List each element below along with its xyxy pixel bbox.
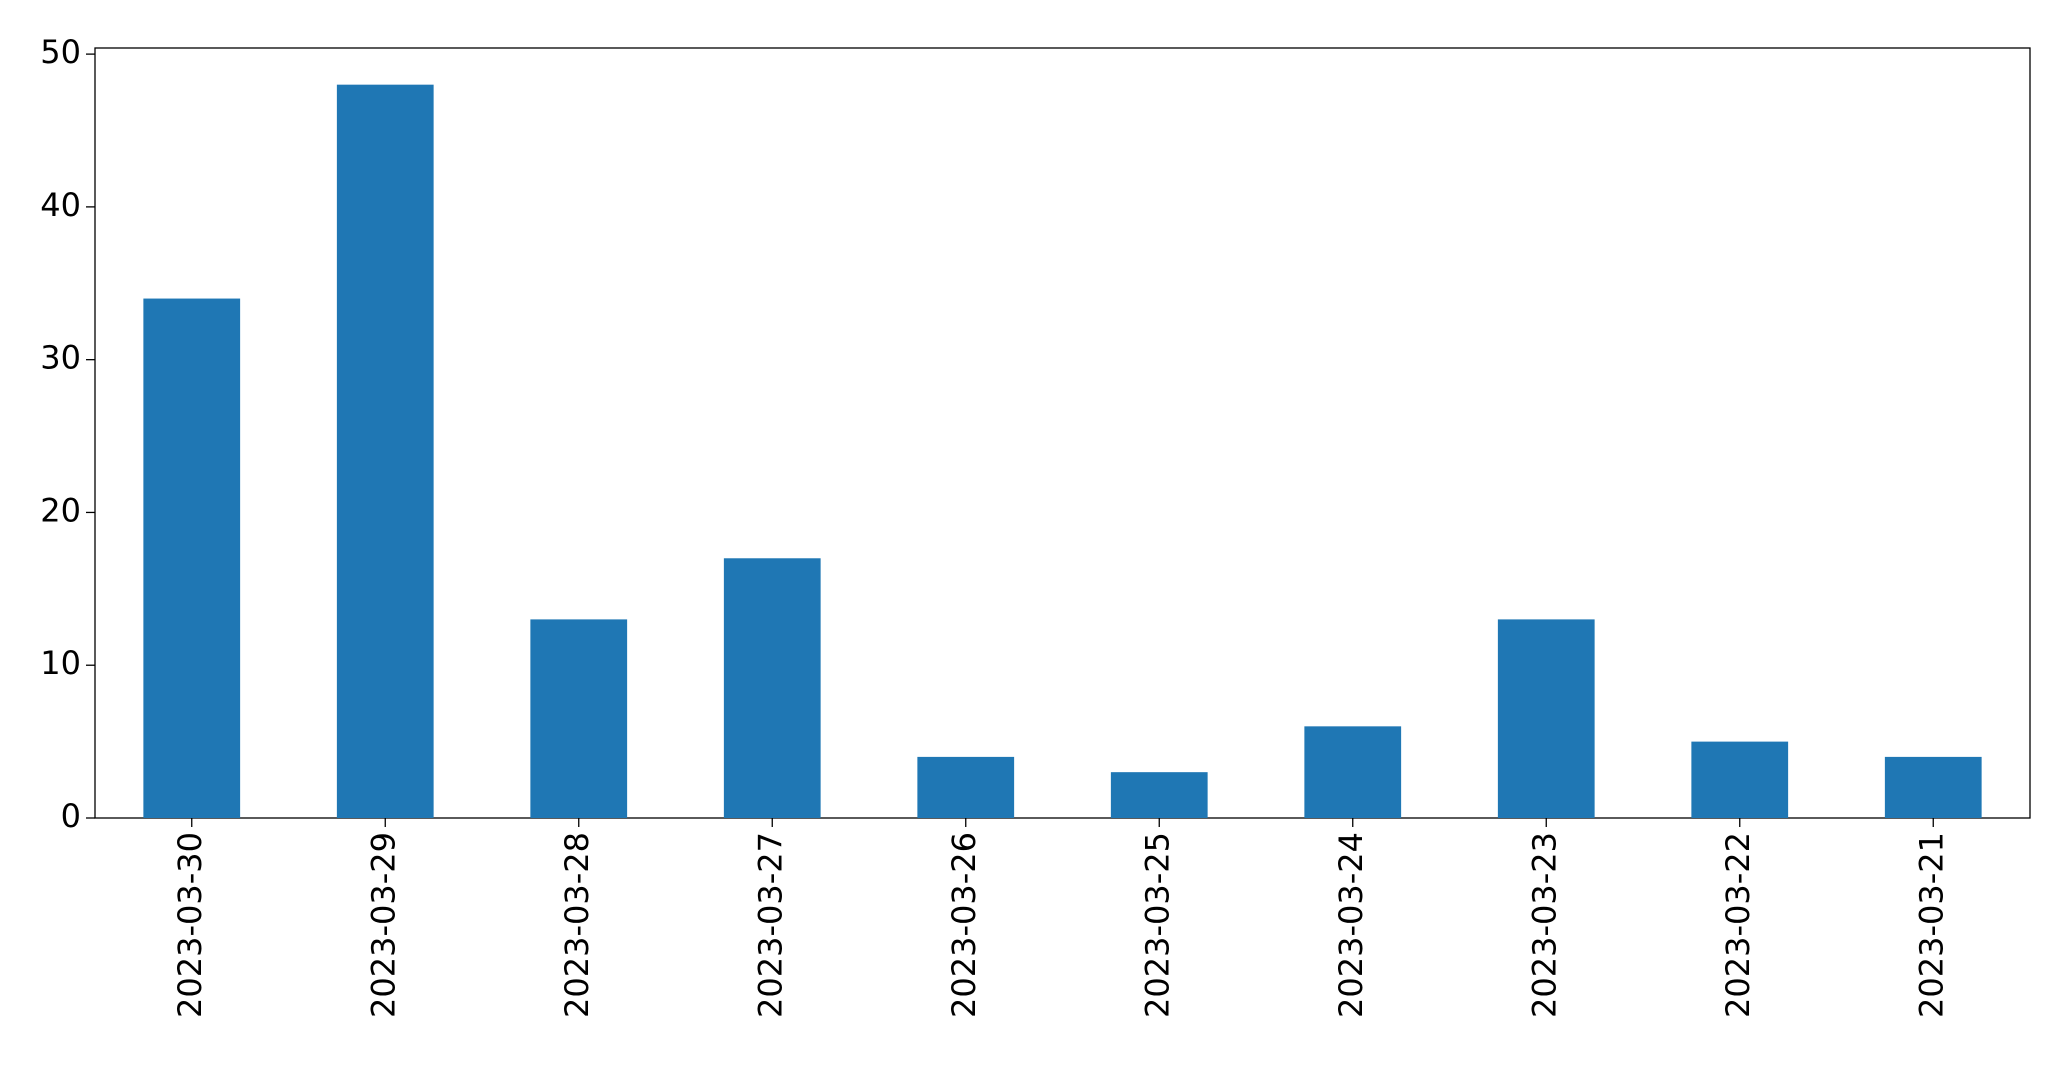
bar [1691, 741, 1789, 818]
bar [917, 756, 1015, 818]
bar [1110, 772, 1208, 818]
x-tick-label: 2023-03-22 [1719, 832, 1757, 1018]
bar [530, 619, 628, 818]
x-tick-label: 2023-03-27 [751, 832, 789, 1018]
x-tick-label: 2023-03-29 [364, 832, 402, 1018]
bar [723, 558, 821, 818]
plot-frame [94, 47, 2031, 819]
bar [1497, 619, 1595, 818]
y-tick-label: 30 [40, 339, 81, 377]
x-tick-label: 2023-03-23 [1525, 832, 1563, 1018]
x-tick-label: 2023-03-24 [1332, 832, 1370, 1018]
y-tick-label: 40 [40, 186, 81, 224]
x-tick-label: 2023-03-26 [945, 832, 983, 1018]
x-tick-label: 2023-03-21 [1912, 832, 1950, 1018]
bar [1304, 726, 1402, 818]
x-tick-label: 2023-03-28 [558, 832, 596, 1018]
y-tick-label: 20 [40, 491, 81, 529]
x-tick-label: 2023-03-25 [1138, 832, 1176, 1018]
y-tick-label: 10 [40, 644, 81, 682]
bar [143, 298, 241, 818]
bar [1884, 756, 1982, 818]
y-tick-label: 50 [40, 33, 81, 71]
x-tick-label: 2023-03-30 [171, 832, 209, 1018]
y-tick-label: 0 [61, 797, 81, 835]
bar [336, 84, 434, 818]
